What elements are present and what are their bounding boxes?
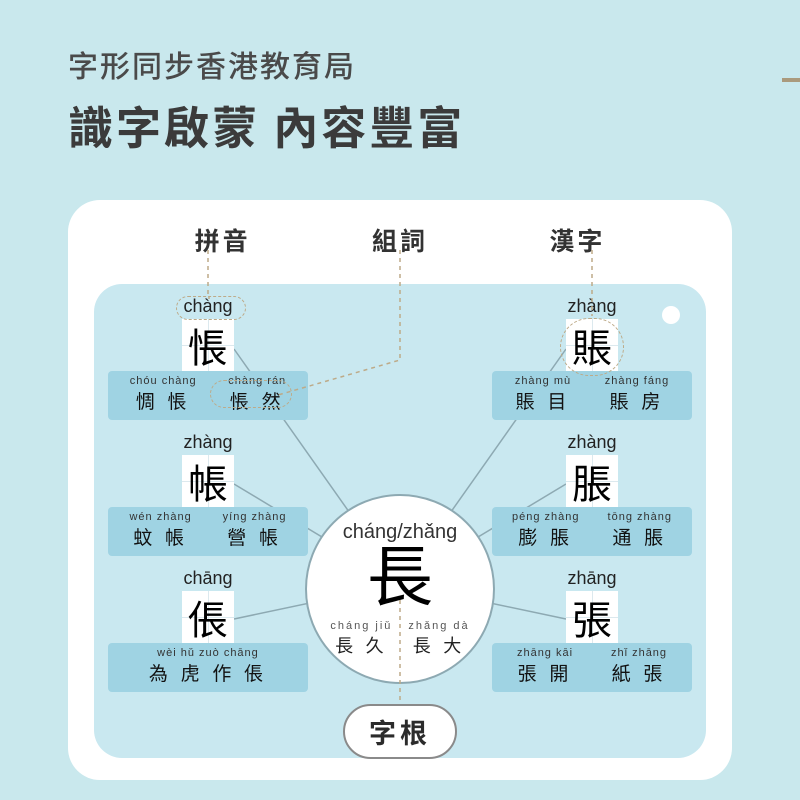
radical-word-2: zhǎng dà 長 大 <box>408 620 469 658</box>
label-pinyin: 拼音 <box>195 222 251 258</box>
accent-bar <box>782 78 800 82</box>
leaf-mr-word-1: péng zhàng膨 脹 <box>512 511 580 550</box>
leaf-br-word-2: zhǐ zhāng紙 張 <box>611 647 667 686</box>
radical-words: cháng jiǔ 長 久 zhǎng dà 長 大 <box>330 620 469 658</box>
card: 拼音 組詞 漢字 cháng/zhǎng 長 cháng jiǔ 長 久 <box>68 200 732 780</box>
header-subtitle: 字形同步香港教育局 <box>68 42 732 86</box>
leaf-tl-char: 悵 <box>182 319 234 371</box>
radical-word-1: cháng jiǔ 長 久 <box>330 620 392 658</box>
leaf-br-word-1: zhāng kāi張 開 <box>517 647 573 686</box>
leaf-bl-char: 倀 <box>182 591 234 643</box>
leaf-bl-pinyin: chāng <box>108 568 308 589</box>
leaf-br-pinyin: zhāng <box>492 568 692 589</box>
leaf-tr-word-1: zhàng mù賬 目 <box>515 375 571 414</box>
header-title: 識字啟蒙 內容豐富 <box>68 92 732 157</box>
radical-word-2-hanzi: 長 大 <box>413 636 466 656</box>
leaf-tr-wordbar: zhàng mù賬 目 zhàng fáng賬 房 <box>492 371 692 420</box>
zigen-badge: 字根 <box>343 704 457 759</box>
radical-center: cháng/zhǎng 長 cháng jiǔ 長 久 zhǎng dà 長 大 <box>305 494 495 684</box>
flashcard: cháng/zhǎng 長 cháng jiǔ 長 久 zhǎng dà 長 大… <box>94 284 706 758</box>
leaf-ml-char: 帳 <box>182 455 234 507</box>
leaf-tr: zhàng賬 zhàng mù賬 目 zhàng fáng賬 房 <box>492 296 692 420</box>
leaf-br-char: 張 <box>566 591 618 643</box>
leaf-bl-word-1: wèi hǔ zuò chāng為 虎 作 倀 <box>149 647 267 686</box>
label-row: 拼音 組詞 漢字 <box>94 222 706 258</box>
leaf-bl: chāng倀 wèi hǔ zuò chāng為 虎 作 倀 <box>108 568 308 692</box>
leaf-br-wordbar: zhāng kāi張 開 zhǐ zhāng紙 張 <box>492 643 692 692</box>
leaf-br: zhāng張 zhāng kāi張 開 zhǐ zhāng紙 張 <box>492 568 692 692</box>
leaf-tl-word-1: chóu chàng惆 悵 <box>130 375 197 414</box>
leaf-ml-word-2: yíng zhàng營 帳 <box>223 511 287 550</box>
label-words: 組詞 <box>372 222 428 258</box>
leaf-ml-wordbar: wén zhàng蚊 帳 yíng zhàng營 帳 <box>108 507 308 556</box>
leaf-tl-word-2: chàng rán悵 然 <box>228 375 286 414</box>
leaf-ml: zhàng帳 wén zhàng蚊 帳 yíng zhàng營 帳 <box>108 432 308 556</box>
leaf-tr-pinyin: zhàng <box>492 296 692 317</box>
leaf-mr-char: 脹 <box>566 455 618 507</box>
radical-word-1-pinyin: cháng jiǔ <box>330 620 392 632</box>
radical-word-1-hanzi: 長 久 <box>335 636 388 656</box>
leaf-ml-word-1: wén zhàng蚊 帳 <box>129 511 191 550</box>
leaf-ml-pinyin: zhàng <box>108 432 308 453</box>
leaf-mr-wordbar: péng zhàng膨 脹 tōng zhàng通 脹 <box>492 507 692 556</box>
leaf-tl: chàng悵 chóu chàng惆 悵 chàng rán悵 然 <box>108 296 308 420</box>
leaf-tr-word-2: zhàng fáng賬 房 <box>605 375 669 414</box>
radical-pinyin: cháng/zhǎng <box>343 521 458 544</box>
leaf-tl-wordbar: chóu chàng惆 悵 chàng rán悵 然 <box>108 371 308 420</box>
leaf-mr-pinyin: zhàng <box>492 432 692 453</box>
header: 字形同步香港教育局 識字啟蒙 內容豐富 <box>0 0 800 157</box>
leaf-tr-char: 賬 <box>566 319 618 371</box>
leaf-tl-pinyin: chàng <box>108 296 308 317</box>
leaf-mr-word-2: tōng zhàng通 脹 <box>608 511 672 550</box>
leaf-mr: zhàng脹 péng zhàng膨 脹 tōng zhàng通 脹 <box>492 432 692 556</box>
label-hanzi: 漢字 <box>549 222 605 258</box>
leaf-bl-wordbar: wèi hǔ zuò chāng為 虎 作 倀 <box>108 643 308 692</box>
radical-char: 長 <box>367 546 433 612</box>
radical-word-2-pinyin: zhǎng dà <box>408 620 469 632</box>
